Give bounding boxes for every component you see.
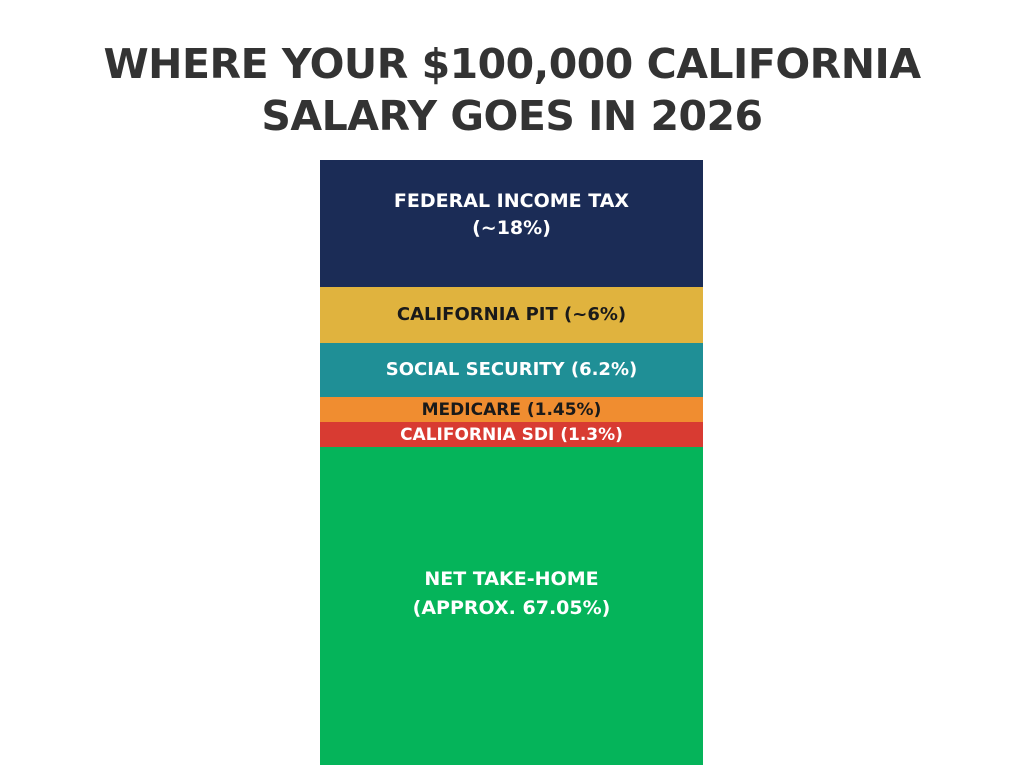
segment-label: MEDICARE (1.45%) — [421, 399, 602, 420]
segment-california-sdi: CALIFORNIA SDI (1.3%) — [320, 422, 703, 447]
chart-title: WHERE YOUR $100,000 CALIFORNIA SALARY GO… — [0, 38, 1024, 142]
segment-value: (~18%) — [472, 216, 551, 239]
chart-title-line-2: SALARY GOES IN 2026 — [261, 92, 763, 140]
segment-medicare: MEDICARE (1.45%) — [320, 397, 703, 422]
segment-california-pit: CALIFORNIA PIT (~6%) — [320, 287, 703, 343]
segment-social-security: SOCIAL SECURITY (6.2%) — [320, 343, 703, 397]
chart-title-line-1: WHERE YOUR $100,000 CALIFORNIA — [103, 40, 921, 88]
stacked-bar: FEDERAL INCOME TAX (~18%) CALIFORNIA PIT… — [320, 160, 703, 765]
segment-label: CALIFORNIA PIT (~6%) — [396, 304, 627, 325]
segment-label: FEDERAL INCOME TAX — [393, 189, 630, 212]
segment-label: SOCIAL SECURITY (6.2%) — [385, 359, 638, 380]
segment-label: CALIFORNIA SDI (1.3%) — [400, 424, 623, 445]
segment-value: (APPROX. 67.05%) — [412, 596, 611, 619]
segment-label: NET TAKE-HOME — [424, 567, 599, 590]
segment-net-take-home: NET TAKE-HOME (APPROX. 67.05%) — [320, 447, 703, 765]
segment-federal-income-tax: FEDERAL INCOME TAX (~18%) — [320, 160, 703, 287]
